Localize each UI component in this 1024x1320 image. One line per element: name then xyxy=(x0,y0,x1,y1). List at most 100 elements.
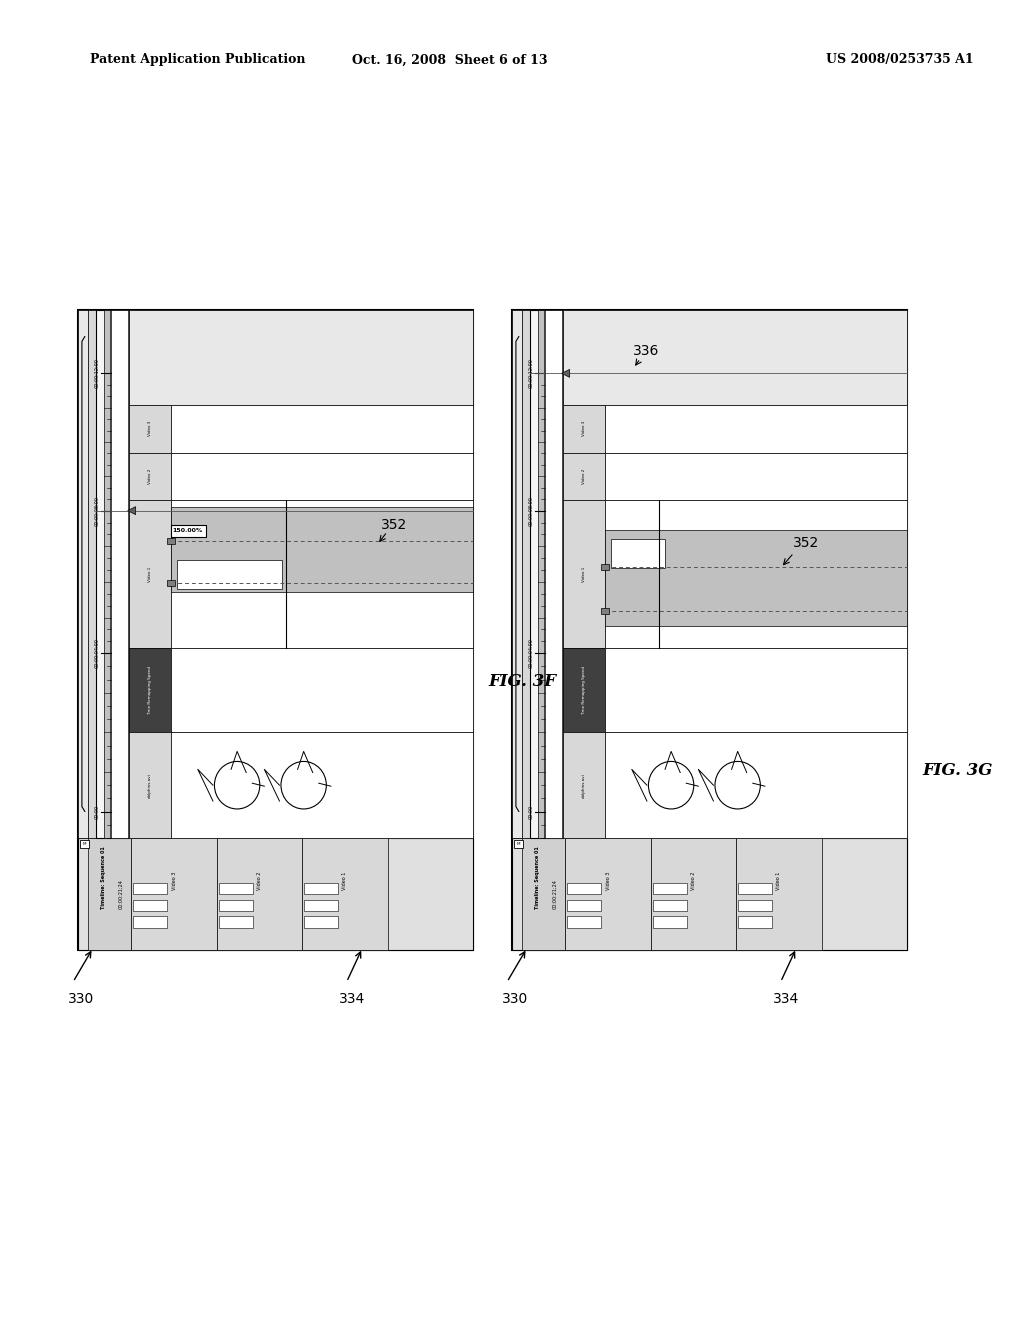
Bar xyxy=(129,500,473,648)
Bar xyxy=(302,838,387,950)
Bar xyxy=(738,883,772,894)
Text: 150.00%: 150.00% xyxy=(172,528,203,533)
Text: 00:00:04:00: 00:00:04:00 xyxy=(528,639,534,668)
Text: Video 1: Video 1 xyxy=(776,871,781,890)
Bar xyxy=(304,883,338,894)
Text: 330: 330 xyxy=(68,993,94,1006)
Bar xyxy=(104,310,111,838)
Bar xyxy=(129,405,171,453)
Bar xyxy=(604,648,907,733)
Bar xyxy=(88,310,96,838)
Bar xyxy=(133,916,168,928)
Bar xyxy=(171,648,473,733)
Bar xyxy=(171,525,206,537)
Text: 00:00:21;24: 00:00:21;24 xyxy=(118,879,123,909)
Bar xyxy=(78,310,473,950)
Text: Video 1: Video 1 xyxy=(582,566,586,582)
Bar xyxy=(563,405,604,453)
Text: Time Remapping Speed: Time Remapping Speed xyxy=(582,665,586,714)
Bar xyxy=(80,840,89,847)
Text: Video 2: Video 2 xyxy=(582,469,586,484)
Bar xyxy=(171,405,473,453)
Bar xyxy=(567,900,601,911)
Text: 00:00: 00:00 xyxy=(528,804,534,818)
Bar xyxy=(652,916,687,928)
Bar xyxy=(563,648,907,733)
Text: dolphins.avi: dolphins.avi xyxy=(148,772,152,797)
Bar xyxy=(563,648,604,733)
Text: Video 3: Video 3 xyxy=(148,421,152,437)
Text: Video 3: Video 3 xyxy=(605,871,610,890)
Text: Time Remapping Speed: Time Remapping Speed xyxy=(148,665,152,714)
Bar xyxy=(129,733,473,838)
Text: 00:00:08:00: 00:00:08:00 xyxy=(94,496,99,525)
Text: 334: 334 xyxy=(339,993,365,1006)
Ellipse shape xyxy=(214,762,260,809)
Bar xyxy=(129,310,473,405)
Text: 00:00:12:00: 00:00:12:00 xyxy=(94,359,99,388)
Bar xyxy=(650,838,736,950)
Bar xyxy=(563,310,907,405)
Bar xyxy=(738,916,772,928)
Bar xyxy=(512,310,522,838)
Bar xyxy=(304,916,338,928)
Bar xyxy=(171,507,473,591)
Text: 00:00:08:00: 00:00:08:00 xyxy=(528,496,534,525)
Bar xyxy=(601,609,608,614)
Bar xyxy=(129,648,171,733)
Polygon shape xyxy=(128,507,135,515)
Bar xyxy=(652,883,687,894)
Text: Video 1: Video 1 xyxy=(148,566,152,582)
Text: 336: 336 xyxy=(633,345,659,358)
Bar xyxy=(512,310,907,950)
Bar xyxy=(171,733,473,838)
Bar xyxy=(563,500,907,648)
Bar xyxy=(522,310,529,838)
Ellipse shape xyxy=(281,762,327,809)
Bar xyxy=(304,900,338,911)
Text: Video 1: Video 1 xyxy=(342,871,347,890)
Text: dolphins.avi: dolphins.avi xyxy=(582,772,586,797)
Bar xyxy=(129,453,171,500)
Bar xyxy=(604,529,907,626)
Bar xyxy=(171,500,473,648)
Bar xyxy=(176,560,283,589)
Bar xyxy=(545,310,562,838)
Bar xyxy=(563,405,907,453)
Bar xyxy=(563,733,604,838)
Bar xyxy=(604,733,907,838)
Text: FIG. 3G: FIG. 3G xyxy=(922,762,992,779)
Bar xyxy=(539,310,544,838)
Bar xyxy=(129,733,171,838)
Bar xyxy=(129,405,473,453)
Text: 00:00:12:00: 00:00:12:00 xyxy=(528,359,534,388)
Bar xyxy=(78,838,473,950)
Text: M: M xyxy=(83,842,86,846)
Bar xyxy=(167,579,174,586)
Ellipse shape xyxy=(715,762,761,809)
Text: Video 2: Video 2 xyxy=(148,469,152,484)
Bar xyxy=(219,900,253,911)
Bar xyxy=(217,838,302,950)
Bar xyxy=(133,900,168,911)
Text: Video 2: Video 2 xyxy=(691,871,696,890)
Bar xyxy=(567,916,601,928)
Bar xyxy=(129,500,171,648)
Text: Video 3: Video 3 xyxy=(582,421,586,437)
Bar xyxy=(522,838,565,950)
Bar xyxy=(219,883,253,894)
Bar xyxy=(133,883,168,894)
Bar xyxy=(219,916,253,928)
Bar xyxy=(111,310,128,838)
Text: Patent Application Publication: Patent Application Publication xyxy=(90,54,305,66)
Bar xyxy=(604,500,907,648)
Bar xyxy=(563,500,604,648)
Text: 00:00: 00:00 xyxy=(94,804,99,818)
Text: M: M xyxy=(517,842,520,846)
Bar xyxy=(604,405,907,453)
Text: 352: 352 xyxy=(381,517,408,532)
Bar xyxy=(563,453,907,500)
Bar xyxy=(610,540,665,568)
Ellipse shape xyxy=(648,762,694,809)
Text: Video 3: Video 3 xyxy=(172,871,176,890)
